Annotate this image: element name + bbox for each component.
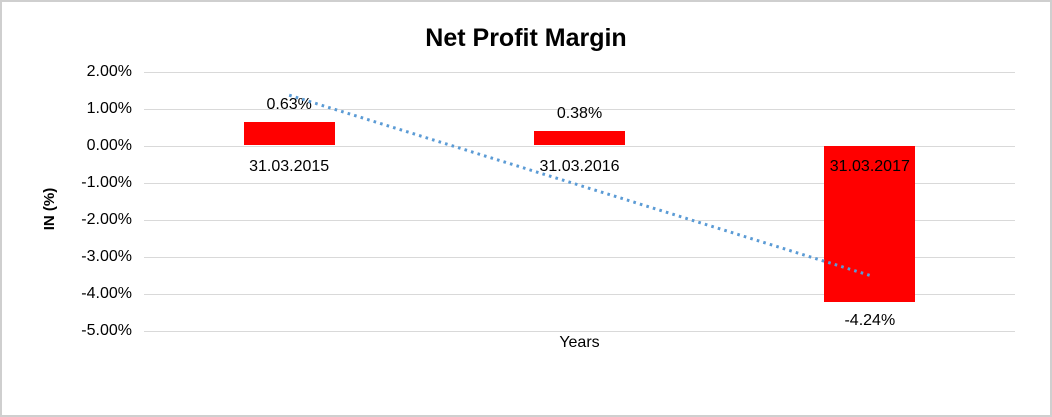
y-axis-label: IN (%) bbox=[41, 187, 58, 231]
y-tick-label: 1.00% bbox=[86, 99, 132, 117]
y-tick-label: -2.00% bbox=[81, 210, 132, 228]
gridline bbox=[144, 71, 1015, 73]
bar-value-label: -4.24% bbox=[844, 312, 896, 330]
chart-title: Net Profit Margin bbox=[425, 24, 627, 52]
gridline bbox=[144, 293, 1015, 295]
gridline bbox=[144, 330, 1015, 332]
category-label: 31.03.2016 bbox=[539, 157, 620, 175]
category-label: 31.03.2017 bbox=[829, 157, 910, 175]
y-tick-label: -4.00% bbox=[81, 284, 132, 302]
y-tick-label: -1.00% bbox=[81, 173, 132, 191]
bar-value-label: 0.63% bbox=[266, 96, 312, 114]
y-tick-label: -3.00% bbox=[81, 247, 132, 265]
x-axis-label: Years bbox=[559, 334, 600, 351]
y-tick-label: 0.00% bbox=[86, 136, 132, 154]
category-label: 31.03.2015 bbox=[249, 157, 330, 175]
y-tick-label: 2.00% bbox=[86, 62, 132, 80]
bar bbox=[534, 131, 625, 146]
bar bbox=[243, 122, 335, 146]
bar-value-label: 0.38% bbox=[556, 105, 603, 123]
y-tick-label: -5.00% bbox=[81, 321, 132, 339]
